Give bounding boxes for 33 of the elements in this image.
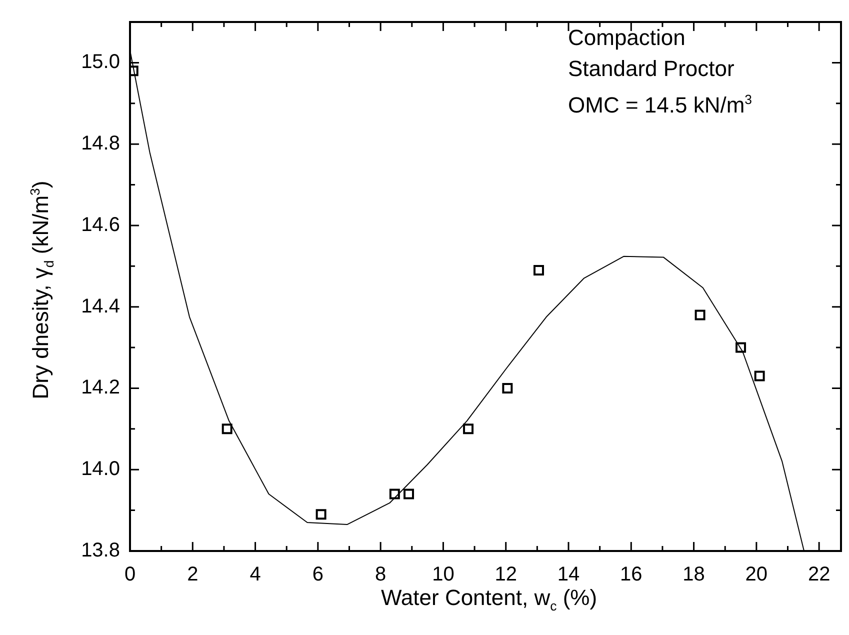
point — [463, 424, 474, 434]
point — [316, 509, 326, 520]
point — [502, 382, 513, 394]
x-axis-title: Water Content, w$_{c}$ (%) — [380, 585, 598, 614]
annotation: Standard Proctor — [568, 55, 736, 83]
x-tick-label: 12 — [494, 564, 517, 586]
annotation: OMC = 14.5 kN/m$^{3}$ — [568, 91, 752, 120]
x-tick-label: 8 — [375, 564, 386, 586]
point — [534, 264, 544, 276]
point — [736, 342, 746, 353]
y-tick-label: 14.6 — [81, 214, 120, 236]
x-tick-label: 4 — [250, 564, 261, 586]
x-tick-label: 6 — [312, 564, 324, 586]
annotation: Compaction — [568, 24, 686, 52]
y-tick-label: 13.8 — [81, 540, 120, 562]
x-tick-label: 10 — [432, 564, 454, 586]
point — [754, 370, 765, 382]
point — [404, 488, 414, 500]
y-tick-label: 15.0 — [81, 51, 120, 74]
y-tick-label: 14.8 — [81, 132, 120, 155]
point — [694, 310, 706, 320]
y-tick-label: 14.0 — [81, 458, 120, 480]
x-tick-label: 22 — [808, 564, 830, 586]
x-tick-label: 18 — [682, 564, 705, 586]
x-tick-label: 20 — [745, 564, 768, 586]
x-tick-label: 16 — [620, 564, 642, 586]
x-tick-label: 2 — [187, 564, 198, 586]
x-tick-label: 0 — [124, 564, 136, 586]
point — [389, 488, 400, 500]
y-tick-label: 14.4 — [81, 295, 120, 318]
point — [222, 424, 232, 434]
x-tick-label: 14 — [557, 564, 580, 586]
y-tick-label: 14.2 — [81, 376, 120, 399]
